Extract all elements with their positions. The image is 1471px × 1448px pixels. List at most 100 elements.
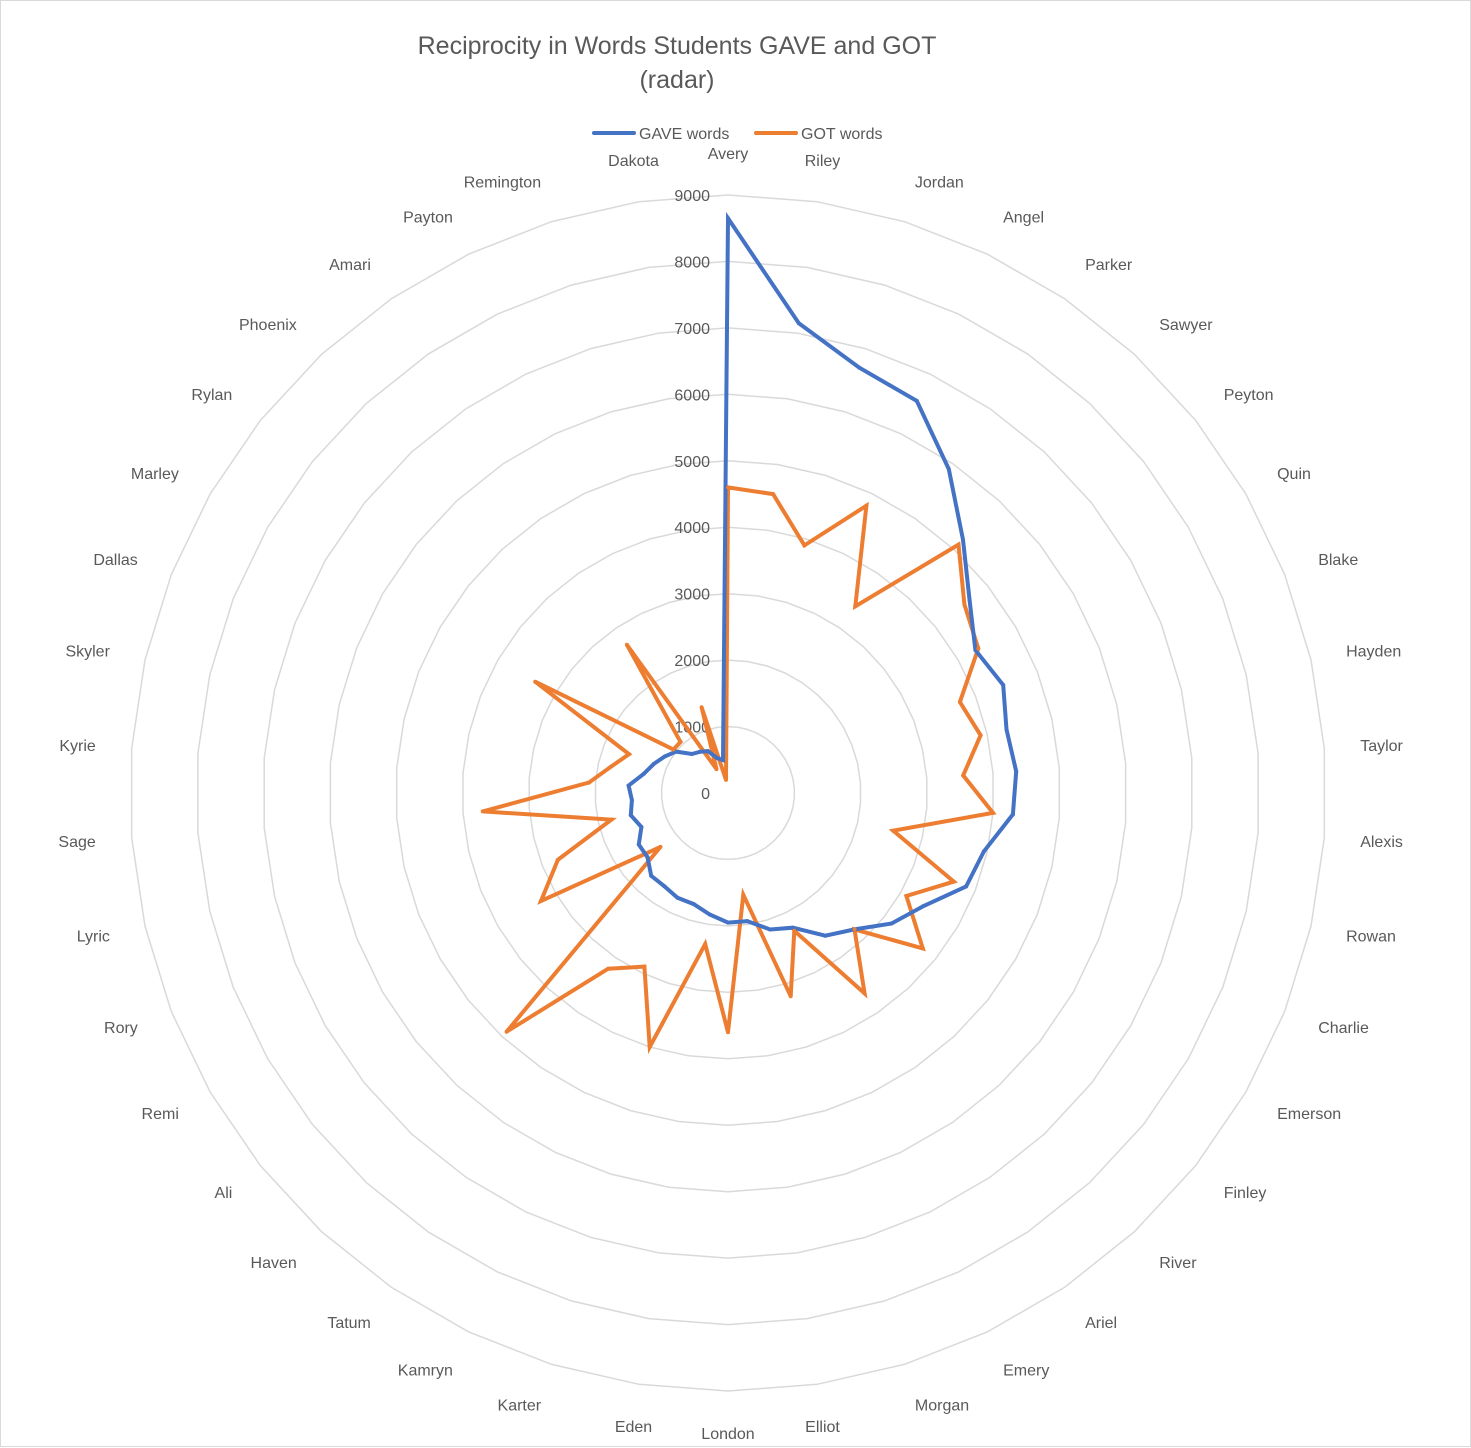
data-point-got-morgan <box>788 994 793 999</box>
legend: GAVE words GOT words <box>592 126 883 143</box>
data-point-got-emerson <box>904 894 909 898</box>
data-point-got-karter <box>647 1045 652 1049</box>
data-point-got-amari <box>624 642 629 647</box>
data-point-gave-london <box>726 920 730 925</box>
chart-title-line-2: (radar) <box>639 66 714 94</box>
data-point-gave-hayden <box>1004 727 1009 732</box>
category-label-rory: Rory <box>104 1020 138 1037</box>
category-label-blake: Blake <box>1318 552 1358 569</box>
tick-label-0: 0 <box>701 786 710 803</box>
category-label-morgan: Morgan <box>915 1398 969 1415</box>
data-point-gave-jordan <box>857 365 862 370</box>
category-label-elliot: Elliot <box>805 1419 840 1436</box>
series-lines <box>480 211 1019 1055</box>
data-point-got-finley <box>920 946 925 951</box>
category-label-river: River <box>1159 1255 1197 1272</box>
data-point-gave-payton <box>705 749 710 754</box>
data-point-gave-kyrie <box>626 783 631 788</box>
data-point-gave-elliot <box>745 919 750 924</box>
data-point-got-jordan <box>802 543 807 548</box>
category-label-haven: Haven <box>251 1255 297 1272</box>
chart-title-line-1: Reciprocity in Words Students GAVE and G… <box>418 32 937 60</box>
data-point-gave-morgan <box>768 927 773 932</box>
gridline-1000 <box>660 725 796 861</box>
data-point-got-avery <box>726 485 730 490</box>
data-point-gave-rowan <box>981 849 986 854</box>
data-point-gave-ali <box>645 855 650 860</box>
data-point-got-sage <box>480 809 485 814</box>
category-label-remington: Remington <box>464 174 541 191</box>
data-point-gave-kamryn <box>675 895 680 900</box>
data-point-gave-karter <box>691 902 696 907</box>
gridline-8000 <box>197 260 1259 1326</box>
category-label-quin: Quin <box>1277 466 1311 483</box>
data-point-gave-alexis <box>1010 812 1015 817</box>
data-point-gave-marley <box>662 754 667 759</box>
data-point-got-remington <box>699 705 704 710</box>
data-point-got-alexis <box>991 810 995 815</box>
gridline-7000 <box>263 327 1193 1259</box>
data-point-got-emery <box>792 928 797 933</box>
data-point-gave-remi <box>636 842 641 847</box>
tick-label-7000: 7000 <box>674 321 710 338</box>
data-point-gave-angel <box>914 398 919 403</box>
data-point-gave-phoenix <box>689 752 694 756</box>
gridline-6000 <box>329 393 1127 1193</box>
data-point-gave-peyton <box>967 598 972 603</box>
data-point-got-rylan <box>671 747 676 752</box>
data-point-gave-sawyer <box>961 537 965 542</box>
tick-label-9000: 9000 <box>674 188 710 205</box>
data-point-got-haven <box>504 1029 509 1034</box>
data-point-gave-skyler <box>641 771 646 776</box>
category-label-finley: Finley <box>1224 1185 1267 1202</box>
category-label-rylan: Rylan <box>191 387 232 404</box>
category-label-dallas: Dallas <box>93 552 137 569</box>
data-point-got-river <box>852 927 857 932</box>
data-point-got-rory <box>555 857 560 862</box>
category-label-alexis: Alexis <box>1360 834 1403 851</box>
category-label-peyton: Peyton <box>1224 387 1274 404</box>
data-point-got-tatum <box>606 966 611 971</box>
gridline-4000 <box>462 526 994 1060</box>
data-point-got-skyler <box>609 764 614 769</box>
data-point-got-remi <box>539 899 543 903</box>
category-label-skyler: Skyler <box>65 644 110 661</box>
chart-title: Reciprocity in Words Students GAVE and G… <box>418 32 937 94</box>
data-point-gave-emerson <box>921 904 926 908</box>
tick-label-3000: 3000 <box>674 587 710 604</box>
data-point-got-elliot <box>741 892 746 897</box>
data-point-got-blake <box>957 700 962 704</box>
data-point-gave-blake <box>1001 683 1006 687</box>
tick-label-8000: 8000 <box>674 254 710 271</box>
data-point-got-peyton <box>962 602 967 607</box>
category-label-jordan: Jordan <box>915 174 964 191</box>
data-point-got-ariel <box>862 991 867 996</box>
gridline-5000 <box>395 460 1061 1126</box>
data-point-got-hayden <box>978 733 983 738</box>
data-point-got-london <box>726 1030 730 1035</box>
data-point-got-ali <box>658 844 663 849</box>
data-point-gave-remington <box>715 756 720 761</box>
category-label-lyric: Lyric <box>77 928 110 945</box>
data-point-got-eden <box>703 942 708 947</box>
data-point-got-rowan <box>891 828 896 833</box>
series-line-got <box>482 485 997 1055</box>
data-point-got-kamryn <box>642 964 647 969</box>
data-point-got-payton <box>714 767 719 772</box>
category-label-kyrie: Kyrie <box>59 738 96 755</box>
category-label-eden: Eden <box>615 1419 652 1436</box>
category-label-hayden: Hayden <box>1346 644 1401 661</box>
data-point-gave-ariel <box>823 933 828 938</box>
data-point-gave-finley <box>889 921 894 926</box>
data-point-gave-emery <box>790 925 795 930</box>
data-point-gave-taylor <box>1014 769 1019 774</box>
gridline-2000 <box>594 659 862 927</box>
data-point-gave-riley <box>796 321 801 326</box>
data-point-got-sawyer <box>956 542 961 547</box>
category-label-london: London <box>701 1426 754 1443</box>
data-point-got-marley <box>533 679 538 684</box>
data-point-got-dakota <box>724 777 728 782</box>
category-label-amari: Amari <box>329 257 371 274</box>
data-point-got-phoenix <box>678 739 683 744</box>
legend-label-got: GOT words <box>801 126 883 143</box>
